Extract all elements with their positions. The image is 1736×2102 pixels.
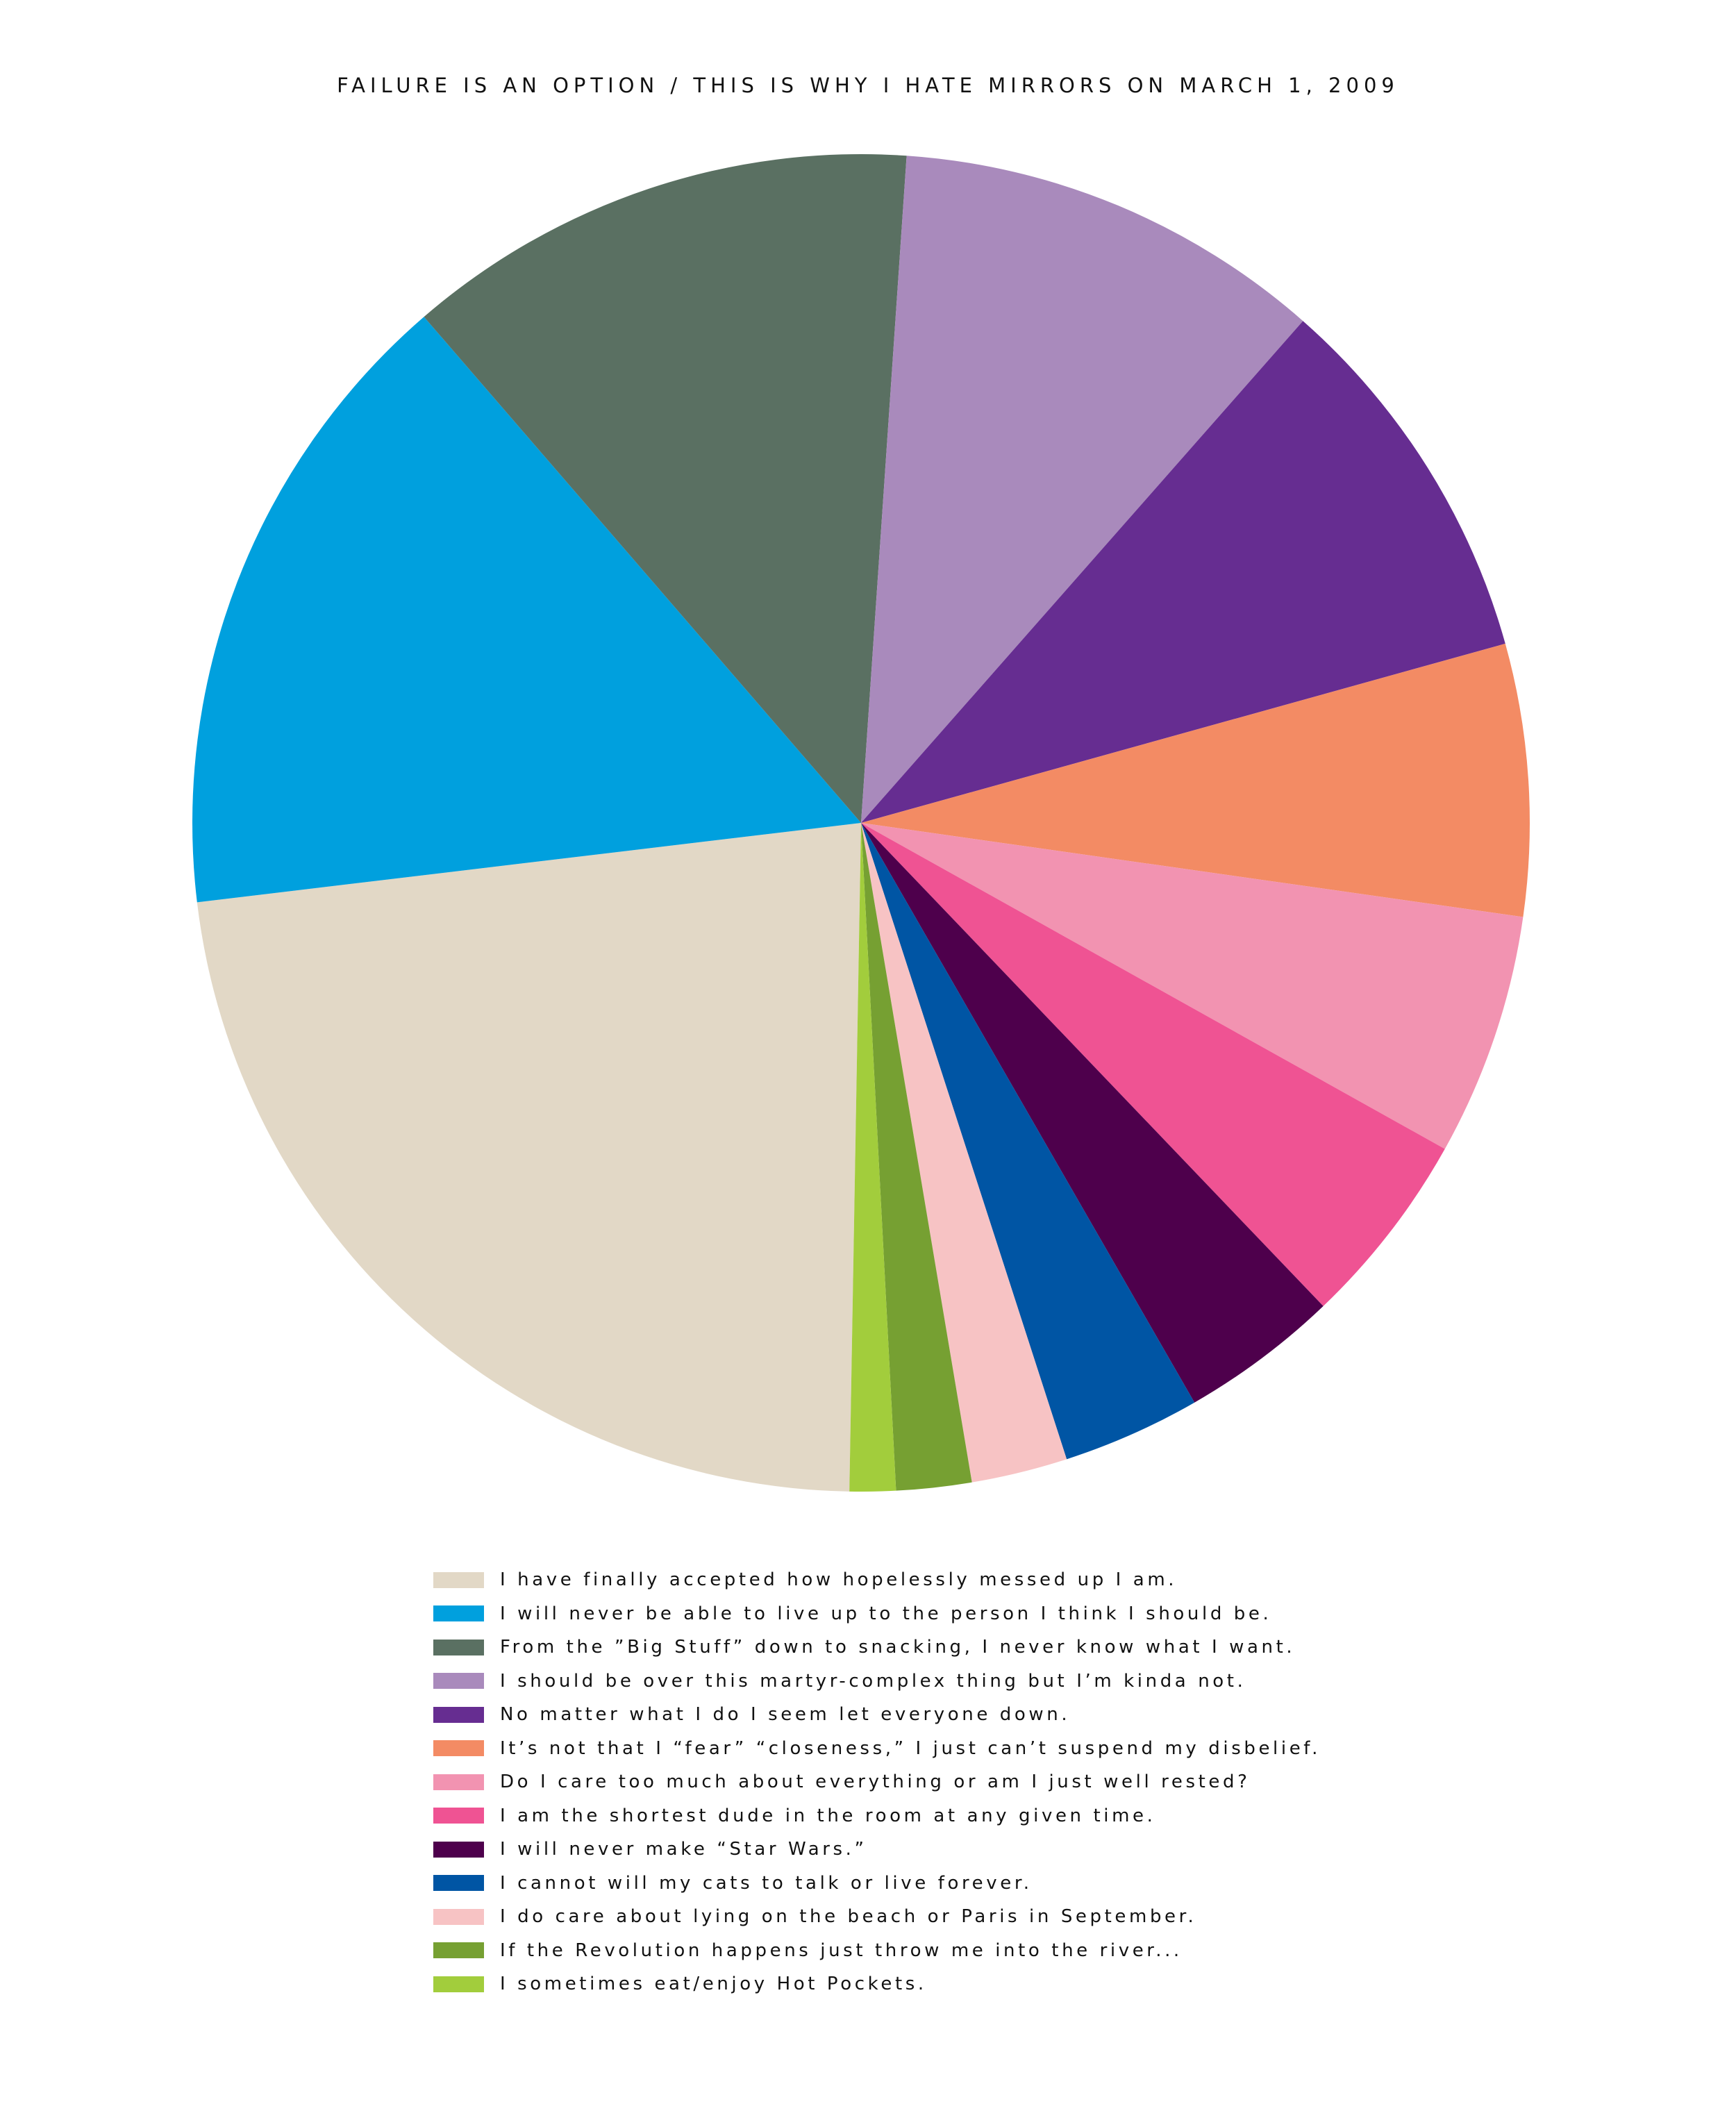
legend-swatch xyxy=(433,1908,484,1925)
pie-slice-12 xyxy=(861,823,972,1491)
legend-swatch xyxy=(433,1841,484,1858)
pie-slice-3 xyxy=(424,153,907,823)
pie-slice-5 xyxy=(861,321,1505,823)
pie-slice-13 xyxy=(849,823,896,1492)
legend-item: I do care about lying on the beach or Pa… xyxy=(433,1900,1405,1934)
legend-item: From the ”Big Stuff” down to snacking, I… xyxy=(433,1630,1405,1665)
legend-item: I will never make “Star Wars.” xyxy=(433,1833,1405,1867)
legend-item: I cannot will my cats to talk or live fo… xyxy=(433,1867,1405,1901)
legend-swatch xyxy=(433,1740,484,1757)
pie-slice-1 xyxy=(197,823,861,1492)
legend-item: I should be over this martyr-complex thi… xyxy=(433,1665,1405,1699)
legend-swatch xyxy=(433,1976,484,1992)
legend-item: I sometimes eat/enjoy Hot Pockets. xyxy=(433,1967,1405,2001)
legend-label: I will never be able to live up to the p… xyxy=(500,1603,1272,1624)
legend-swatch xyxy=(433,1774,484,1790)
pie-slice-10 xyxy=(861,823,1195,1460)
legend-item: No matter what I do I seem let everyone … xyxy=(433,1698,1405,1732)
legend-label: I am the shortest dude in the room at an… xyxy=(500,1805,1156,1826)
pie-slice-6 xyxy=(861,643,1530,917)
legend-swatch xyxy=(433,1706,484,1723)
legend-swatch xyxy=(433,1605,484,1622)
pie-slice-2 xyxy=(192,317,861,903)
legend-item: Do I care too much about everything or a… xyxy=(433,1765,1405,1799)
pie-slice-8 xyxy=(861,823,1445,1306)
legend-swatch xyxy=(433,1875,484,1892)
legend-label: Do I care too much about everything or a… xyxy=(500,1771,1251,1793)
legend-swatch xyxy=(433,1942,484,1959)
legend-item: If the Revolution happens just throw me … xyxy=(433,1934,1405,1968)
legend-label: I cannot will my cats to talk or live fo… xyxy=(500,1872,1033,1894)
legend-label: If the Revolution happens just throw me … xyxy=(500,1940,1183,1961)
legend-label: From the ”Big Stuff” down to snacking, I… xyxy=(500,1637,1296,1658)
legend-label: I sometimes eat/enjoy Hot Pockets. xyxy=(500,1974,927,1995)
legend-item: I have finally accepted how hopelessly m… xyxy=(433,1563,1405,1597)
pie-slices xyxy=(192,153,1530,1492)
legend: I have finally accepted how hopelessly m… xyxy=(433,1563,1405,2001)
legend-label: It’s not that I “fear” “closeness,” I ju… xyxy=(500,1737,1321,1759)
pie-chart xyxy=(192,153,1530,1492)
legend-item: It’s not that I “fear” “closeness,” I ju… xyxy=(433,1732,1405,1766)
legend-item: I am the shortest dude in the room at an… xyxy=(433,1799,1405,1833)
pie-slice-7 xyxy=(861,823,1524,1149)
legend-item: I will never be able to live up to the p… xyxy=(433,1597,1405,1631)
legend-label: I do care about lying on the beach or Pa… xyxy=(500,1906,1197,1928)
pie-slice-4 xyxy=(861,156,1303,824)
legend-label: No matter what I do I seem let everyone … xyxy=(500,1704,1071,1726)
legend-swatch xyxy=(433,1571,484,1588)
legend-label: I will never make “Star Wars.” xyxy=(500,1839,867,1860)
legend-label: I should be over this martyr-complex thi… xyxy=(500,1670,1246,1692)
legend-swatch xyxy=(433,1673,484,1690)
legend-swatch xyxy=(433,1808,484,1824)
pie-slice-11 xyxy=(861,823,1067,1483)
legend-label: I have finally accepted how hopelessly m… xyxy=(500,1569,1178,1591)
pie-slice-9 xyxy=(861,823,1324,1403)
legend-swatch xyxy=(433,1639,484,1655)
chart-title: FAILURE IS AN OPTION / THIS IS WHY I HAT… xyxy=(337,74,1399,97)
